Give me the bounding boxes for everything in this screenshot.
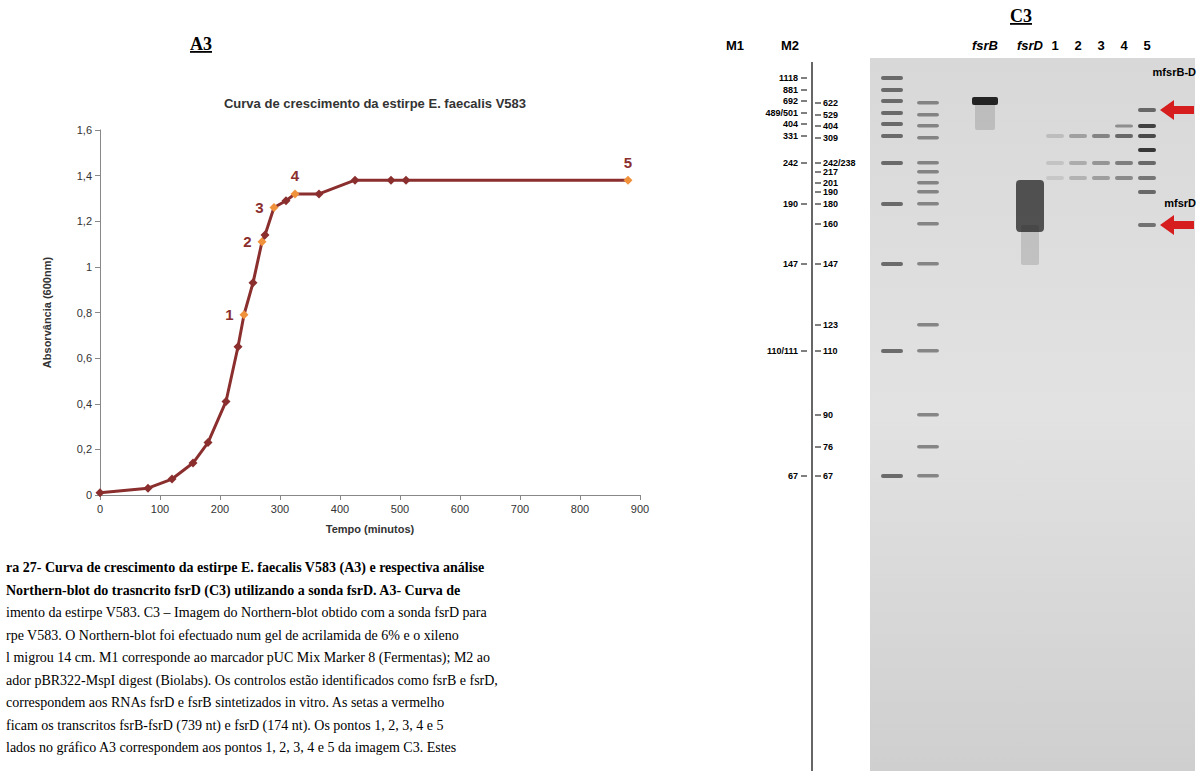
svg-text:76: 76 <box>823 442 833 452</box>
svg-text:622: 622 <box>823 98 838 108</box>
svg-text:190: 190 <box>823 187 838 197</box>
svg-text:Tempo (minutos): Tempo (minutos) <box>326 523 415 535</box>
svg-text:331: 331 <box>783 131 798 141</box>
svg-text:2: 2 <box>243 233 251 250</box>
svg-text:1118: 1118 <box>779 73 798 83</box>
svg-text:fsrB: fsrB <box>972 38 998 53</box>
svg-text:2: 2 <box>1074 38 1081 53</box>
svg-text:imento da estirpe V583. C3 – I: imento da estirpe V583. C3 – Imagem do N… <box>6 605 487 620</box>
svg-text:M1: M1 <box>726 38 744 53</box>
svg-text:5: 5 <box>1143 38 1150 53</box>
svg-text:0,6: 0,6 <box>77 352 92 364</box>
svg-text:67: 67 <box>788 471 798 481</box>
svg-text:0,8: 0,8 <box>77 307 92 319</box>
svg-text:180: 180 <box>823 199 838 209</box>
svg-text:1: 1 <box>1051 38 1058 53</box>
svg-text:300: 300 <box>271 503 289 515</box>
svg-text:correspondem aos RNAs fsrD e f: correspondem aos RNAs fsrD e fsrB sintet… <box>6 695 444 710</box>
svg-text:67: 67 <box>823 471 833 481</box>
svg-text:Northern-blot do trasncrito fs: Northern-blot do trasncrito fsrD (C3) ut… <box>6 583 460 599</box>
svg-text:400: 400 <box>331 503 349 515</box>
svg-text:147: 147 <box>823 259 838 269</box>
svg-text:529: 529 <box>823 110 838 120</box>
svg-text:900: 900 <box>631 503 649 515</box>
svg-text:M2: M2 <box>781 38 799 53</box>
svg-text:1: 1 <box>225 306 233 323</box>
svg-text:700: 700 <box>511 503 529 515</box>
svg-text:Absorvância (600nm): Absorvância (600nm) <box>41 257 53 369</box>
svg-text:C3: C3 <box>1010 6 1032 26</box>
svg-text:160: 160 <box>823 219 838 229</box>
svg-text:5: 5 <box>624 154 632 171</box>
svg-text:3: 3 <box>1097 38 1104 53</box>
svg-text:217: 217 <box>823 167 838 177</box>
svg-text:fsrD: fsrD <box>1017 38 1044 53</box>
svg-text:500: 500 <box>391 503 409 515</box>
svg-text:mfsrB-D: mfsrB-D <box>1153 66 1196 78</box>
svg-text:600: 600 <box>451 503 469 515</box>
svg-text:1,2: 1,2 <box>77 215 92 227</box>
svg-text:0,4: 0,4 <box>77 398 92 410</box>
svg-text:1: 1 <box>86 261 92 273</box>
svg-text:110: 110 <box>823 346 838 356</box>
svg-text:200: 200 <box>211 503 229 515</box>
svg-text:lados no gráfico A3 correspond: lados no gráfico A3 correspondem aos pon… <box>6 740 456 755</box>
svg-text:4: 4 <box>291 167 300 184</box>
svg-text:ficam os transcritos fsrB-fsrD: ficam os transcritos fsrB-fsrD (739 nt) … <box>6 718 443 734</box>
svg-text:242/238: 242/238 <box>823 158 856 168</box>
svg-text:Curva de crescimento da estirp: Curva de crescimento da estirpe E. faeca… <box>224 96 526 111</box>
svg-text:800: 800 <box>571 503 589 515</box>
svg-text:147: 147 <box>783 259 798 269</box>
svg-text:4: 4 <box>1120 38 1128 53</box>
svg-text:0: 0 <box>86 489 92 501</box>
svg-text:100: 100 <box>151 503 169 515</box>
svg-text:A3: A3 <box>190 34 212 54</box>
svg-text:309: 309 <box>823 133 838 143</box>
svg-text:90: 90 <box>823 410 833 420</box>
svg-text:489/501: 489/501 <box>765 108 798 118</box>
svg-text:ra 27- Curva de crescimento da: ra 27- Curva de crescimento da estirpe E… <box>6 560 484 576</box>
svg-text:110/111: 110/111 <box>767 346 798 356</box>
svg-text:692: 692 <box>783 96 798 106</box>
svg-text:1,6: 1,6 <box>77 124 92 136</box>
svg-text:ador pBR322-MspI digest (Biola: ador pBR322-MspI digest (Biolabs). Os co… <box>6 673 498 689</box>
svg-text:3: 3 <box>255 199 263 216</box>
svg-text:123: 123 <box>823 320 838 330</box>
svg-text:rpe V583. O Northern-blot foi: rpe V583. O Northern-blot foi efectuado … <box>6 628 459 643</box>
svg-text:242: 242 <box>783 158 798 168</box>
svg-text:mfsrD: mfsrD <box>1164 197 1196 209</box>
svg-text:0: 0 <box>97 503 103 515</box>
svg-text:190: 190 <box>783 199 798 209</box>
svg-text:0,2: 0,2 <box>77 443 92 455</box>
svg-text:201: 201 <box>823 178 838 188</box>
svg-text:404: 404 <box>783 119 798 129</box>
svg-text:404: 404 <box>823 121 838 131</box>
svg-text:l migrou 14 cm. M1 corresponde: l migrou 14 cm. M1 corresponde ao marcad… <box>6 650 490 666</box>
svg-text:1,4: 1,4 <box>77 170 92 182</box>
svg-text:881: 881 <box>783 85 798 95</box>
